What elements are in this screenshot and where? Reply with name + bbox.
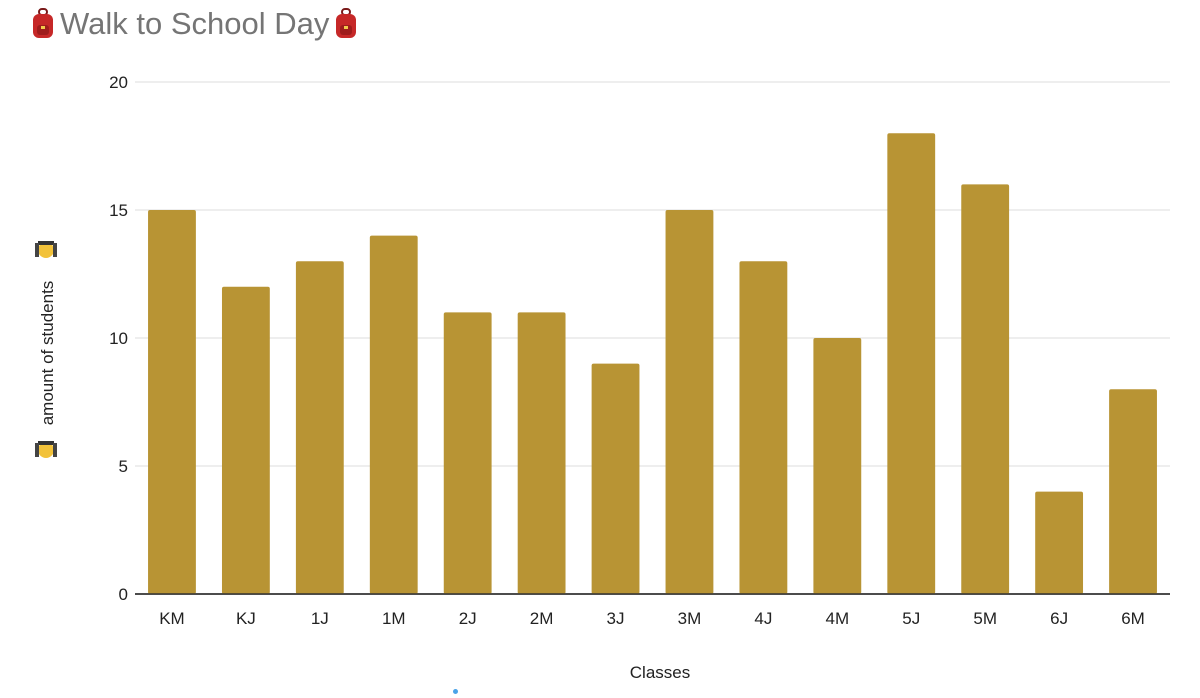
x-tick-label: 2M (530, 609, 554, 628)
x-tick-label: 5J (902, 609, 920, 628)
bar-3j (591, 363, 640, 594)
y-tick-label: 10 (109, 329, 128, 348)
chart-title: Walk to School Day (30, 4, 359, 44)
x-tick-label: 6J (1050, 609, 1068, 628)
x-axis-title: Classes (630, 663, 690, 682)
bar-4j (739, 261, 788, 594)
student-emoji-icon (35, 241, 57, 258)
x-tick-label: 4M (826, 609, 850, 628)
y-tick-label: 5 (119, 457, 128, 476)
bar-6j (1035, 491, 1084, 594)
bar-2j (443, 312, 492, 594)
y-axis-title-group: amount of students (38, 281, 57, 426)
bar-2m (517, 312, 566, 594)
bar-5m (961, 184, 1010, 594)
backpack-icon (336, 8, 357, 38)
x-tick-label: 1M (382, 609, 406, 628)
bars (135, 133, 1170, 595)
x-tick-label: 1J (311, 609, 329, 628)
x-tick-label: 3M (678, 609, 702, 628)
x-tick-label: 6M (1121, 609, 1145, 628)
page-indicator-dot (453, 689, 458, 694)
y-axis-title: amount of students (38, 281, 57, 426)
bar-1j (295, 261, 344, 594)
x-tick-label: 3J (607, 609, 625, 628)
x-axis-ticks: KM KJ 1J 1M 2J 2M 3J 3M 4J 4M 5J 5M 6J 6M (159, 609, 1145, 628)
y-axis-ticks: 0 5 10 15 20 (109, 73, 128, 604)
x-tick-label: 2J (459, 609, 477, 628)
gridlines (135, 81, 1170, 595)
y-tick-label: 15 (109, 201, 128, 220)
bar-6m (1109, 389, 1157, 594)
y-tick-label: 0 (119, 585, 128, 604)
bar-1m (369, 235, 418, 594)
bar-4m (813, 338, 862, 594)
bar-km (148, 210, 196, 594)
bar-3m (665, 210, 714, 594)
student-emoji-icon (35, 441, 57, 458)
backpack-icon (33, 8, 53, 38)
bar-5j (887, 133, 936, 594)
x-tick-label: 4J (754, 609, 772, 628)
bar-kj (221, 286, 270, 594)
x-tick-label: KJ (236, 609, 256, 628)
x-tick-label: KM (159, 609, 185, 628)
chart-title-text: Walk to School Day (60, 6, 330, 41)
x-tick-label: 5M (973, 609, 997, 628)
y-tick-label: 20 (109, 73, 128, 92)
